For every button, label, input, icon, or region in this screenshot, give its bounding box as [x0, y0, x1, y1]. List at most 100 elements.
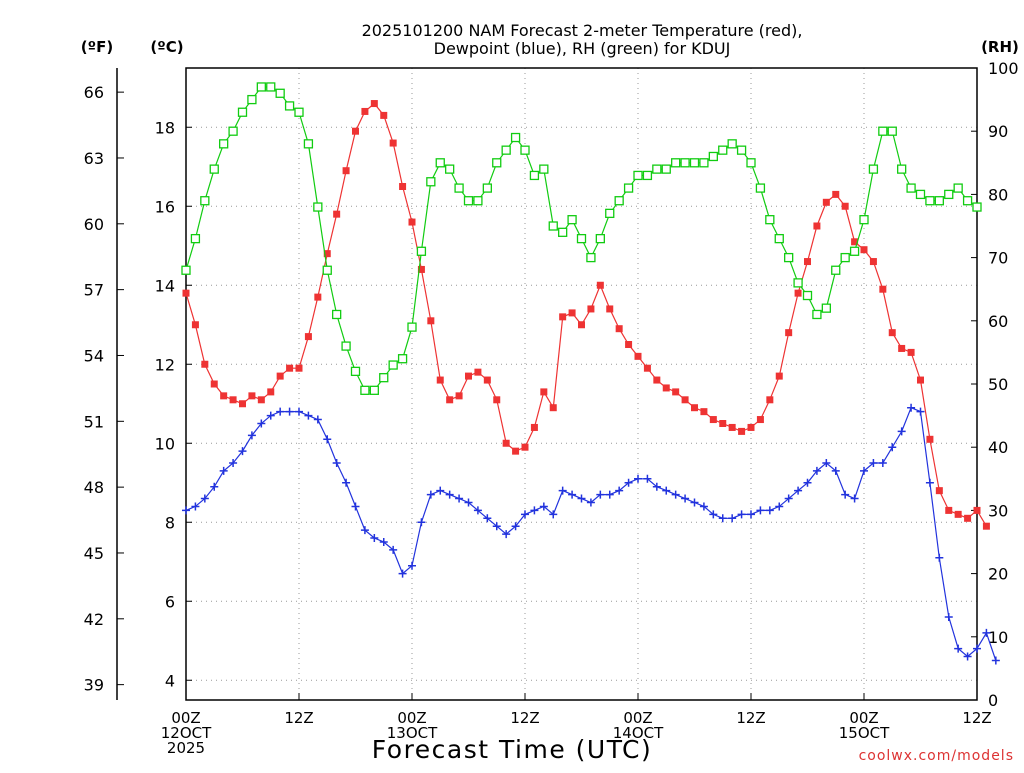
celsius-tick-label: 14 — [155, 276, 175, 295]
data-point — [935, 553, 944, 562]
x-tick-label: 13OCT — [387, 724, 438, 742]
data-point — [615, 325, 623, 333]
data-point — [747, 423, 755, 431]
data-point — [718, 145, 728, 155]
data-point — [643, 474, 652, 483]
data-point — [229, 459, 238, 467]
fahrenheit-tick-label: 60 — [84, 215, 104, 234]
data-point — [681, 494, 690, 503]
plot-frame — [185, 67, 978, 701]
data-point — [915, 189, 926, 200]
rh-tick-label: 40 — [988, 438, 1008, 457]
data-point — [464, 498, 473, 507]
data-point — [465, 372, 472, 380]
data-point — [276, 407, 285, 416]
data-point — [303, 139, 314, 149]
x-tick-label: 12Z — [284, 709, 313, 727]
data-point — [944, 613, 953, 622]
data-point — [295, 407, 303, 416]
data-point — [256, 82, 266, 92]
fahrenheit-tick-label: 48 — [84, 478, 104, 497]
watermark: coolwx.com/models — [859, 748, 1014, 764]
data-point — [190, 233, 201, 244]
data-point — [662, 486, 671, 495]
data-point — [822, 459, 831, 467]
x-tick-label: 12Z — [962, 709, 991, 727]
data-point — [888, 443, 897, 452]
data-point — [784, 252, 794, 263]
series-relative-humidity — [181, 82, 982, 395]
data-point — [350, 366, 361, 377]
data-point — [633, 170, 643, 181]
data-point — [276, 372, 284, 380]
fahrenheit-tick-label: 57 — [84, 281, 104, 300]
data-point — [266, 82, 276, 92]
data-point — [841, 490, 850, 499]
data-point — [294, 107, 304, 117]
data-point — [370, 100, 378, 108]
data-point — [558, 227, 568, 237]
data-point — [578, 321, 585, 329]
data-point — [878, 126, 888, 136]
data-point — [963, 652, 972, 661]
data-point — [719, 420, 727, 427]
data-point — [407, 322, 417, 332]
data-point — [549, 510, 558, 519]
data-point — [615, 486, 624, 495]
data-point — [709, 416, 717, 424]
data-point — [483, 514, 492, 523]
data-point — [435, 158, 445, 168]
data-point — [944, 189, 954, 200]
data-point — [869, 258, 877, 266]
data-point — [577, 494, 586, 503]
data-point — [332, 459, 341, 467]
title-line-1: 2025101200 NAM Forecast 2-meter Temperat… — [362, 21, 803, 40]
data-point — [417, 265, 425, 273]
data-point — [925, 196, 935, 206]
data-point — [625, 341, 633, 348]
data-point — [408, 218, 416, 226]
data-point — [568, 490, 577, 499]
data-point — [982, 628, 991, 637]
data-point — [926, 435, 934, 443]
data-point — [794, 486, 803, 495]
data-point — [219, 466, 228, 475]
data-point — [182, 289, 190, 297]
data-point — [982, 522, 990, 530]
data-point — [501, 145, 511, 155]
data-point — [342, 167, 350, 175]
data-point — [888, 329, 896, 337]
data-point — [229, 396, 237, 404]
data-point — [953, 183, 963, 193]
fahrenheit-tick-label: 42 — [84, 610, 104, 629]
rh-tick-label: 0 — [988, 691, 998, 710]
data-point — [445, 164, 455, 174]
series-line — [185, 406, 997, 661]
data-point — [436, 486, 445, 495]
fahrenheit-tick-label: 54 — [84, 346, 104, 365]
data-point — [455, 494, 464, 503]
data-point — [623, 183, 634, 193]
data-point — [275, 88, 285, 98]
data-point — [239, 400, 246, 408]
data-point — [887, 126, 897, 136]
celsius-tick-label: 6 — [165, 592, 175, 611]
fahrenheit-unit-label: (ºF) — [81, 38, 113, 56]
data-point — [493, 396, 501, 404]
data-point — [201, 360, 209, 368]
rh-tick-label: 90 — [988, 122, 1008, 141]
data-point — [379, 373, 389, 383]
data-point — [445, 490, 454, 499]
data-point — [746, 158, 756, 168]
data-point — [304, 411, 313, 420]
fahrenheit-tick-label: 63 — [84, 149, 104, 168]
data-point — [568, 309, 576, 317]
data-point — [286, 364, 294, 372]
data-point — [737, 510, 746, 519]
data-point — [935, 487, 943, 495]
data-point — [991, 656, 1000, 665]
fahrenheit-tick-label: 39 — [84, 676, 104, 695]
data-point — [295, 364, 303, 372]
data-point — [587, 305, 595, 313]
data-point — [605, 208, 615, 219]
